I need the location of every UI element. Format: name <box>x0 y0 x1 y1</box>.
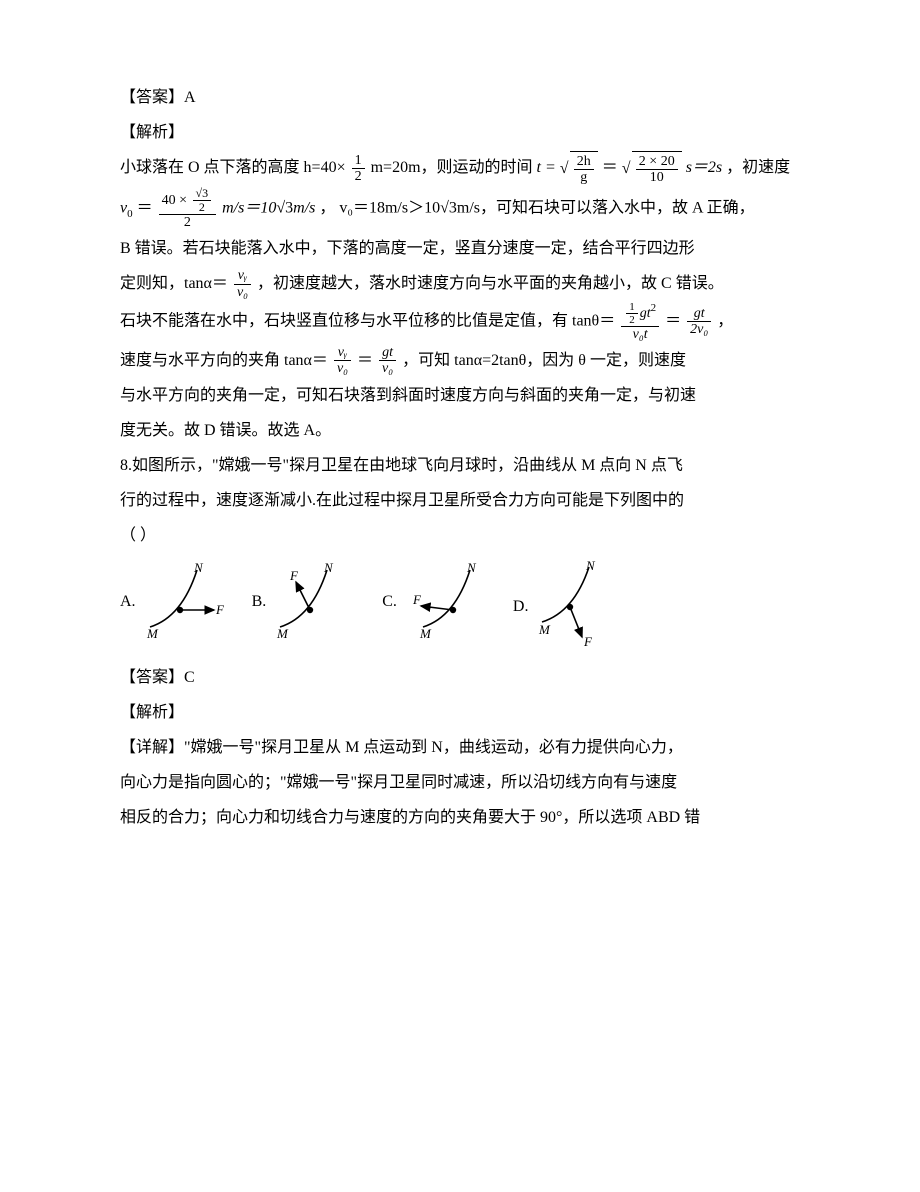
fraction-tan-theta: 12gt2 v₀t <box>621 301 659 343</box>
sol7-line5: 石块不能落在水中，石块竖直位移与水平位移的比值是定值，有 tanθ＝ 12gt2… <box>120 301 800 343</box>
time-eq-lhs: t = <box>537 159 556 176</box>
q8-stem-3: （ ） <box>120 518 800 553</box>
text-fragment: ，可知 tanα=2tanθ，因为 θ 一定，则速度 <box>402 352 686 369</box>
svg-text:F: F <box>289 568 299 583</box>
option-label-d: D. <box>513 589 529 624</box>
diagram-b-icon: M N F <box>272 562 362 642</box>
q8-detail-2: 向心力是指向圆心的；"嫦娥一号"探月卫星同时减速，所以沿切线方向有与速度 <box>120 765 800 800</box>
compare-text: v₀＝18m/s＞10√3m/s，可知石块可以落入水中，故 A 正确， <box>339 199 754 216</box>
option-label-b: B. <box>252 584 267 619</box>
svg-text:F: F <box>215 602 225 617</box>
svg-text:M: M <box>419 626 432 641</box>
sol7-line1: 小球落在 O 点下落的高度 h=40× 1 2 m=20m，则运动的时间 t =… <box>120 150 800 186</box>
q8-detail-3: 相反的合力；向心力和切线合力与速度的方向的夹角要大于 90°，所以选项 ABD … <box>120 800 800 835</box>
svg-text:M: M <box>276 626 289 641</box>
text-fragment: ，初速度越大，落水时速度方向与水平面的夹角越小，故 C 错误。 <box>257 275 724 292</box>
diagram-a-icon: M N F <box>142 562 232 642</box>
q8-option-d: D. M N F <box>513 562 625 652</box>
text-fragment: 石块不能落在水中，石块竖直位移与水平位移的比值是定值，有 tanθ＝ <box>120 312 615 329</box>
fraction-tan-a2: gt v₀ <box>379 345 396 377</box>
svg-text:M: M <box>146 626 159 641</box>
fraction-gt-2v0: gt 2v₀ <box>687 306 711 338</box>
text-fragment: 定则知，tanα＝ <box>120 275 228 292</box>
fraction-tan-a1: vᵧ v₀ <box>334 345 351 377</box>
svg-text:N: N <box>585 558 596 573</box>
sqrt-2h-g: 2h g <box>560 151 598 187</box>
q8-option-row: A. M N F B. <box>120 562 800 652</box>
sol7-line7: 与水平方向的夹角一定，可知石块落到斜面时速度方向与斜面的夹角一定，与初速 <box>120 378 800 413</box>
q8-option-c: C. M N F <box>382 562 493 642</box>
time-eq-rhs: s＝2s <box>686 159 722 176</box>
sol7-line6: 速度与水平方向的夹角 tanα＝ vᵧ v₀ ＝ gt v₀ ，可知 tanα=… <box>120 343 800 378</box>
sol7-line2: v0 ＝ 40 × √3 2 2 m/s＝10√3m/s ， v₀＝18m/s＞… <box>120 187 800 231</box>
q8-stem-2: 行的过程中，速度逐渐减小.在此过程中探月卫星所受合力方向可能是下列图中的 <box>120 483 800 518</box>
fraction-vy-v0: vᵧ v₀ <box>234 268 251 300</box>
q8-option-a: A. M N F <box>120 562 232 642</box>
q8-option-b: B. M N F <box>252 562 363 642</box>
page: 【答案】A 【解析】 小球落在 O 点下落的高度 h=40× 1 2 m=20m… <box>0 0 920 1192</box>
sol7-line8: 度无关。故 D 错误。故选 A。 <box>120 413 800 448</box>
svg-text:F: F <box>583 634 593 649</box>
diagram-c-icon: M N F <box>403 562 493 642</box>
fraction-half: 1 2 <box>352 153 365 185</box>
q8-stem-1: 8.如图所示，"嫦娥一号"探月卫星在由地球飞向月球时，沿曲线从 M 点向 N 点… <box>120 448 800 483</box>
svg-text:N: N <box>466 560 477 575</box>
option-label-a: A. <box>120 584 136 619</box>
svg-text:N: N <box>323 560 334 575</box>
q8-detail-1: 【详解】"嫦娥一号"探月卫星从 M 点运动到 N，曲线运动，必有力提供向心力， <box>120 730 800 765</box>
svg-text:F: F <box>412 592 422 607</box>
answer-label-7: 【答案】A <box>120 80 800 115</box>
sol7-line3: B 错误。若石块能落入水中，下落的高度一定，竖直分速度一定，结合平行四边形 <box>120 231 800 266</box>
answer-label-8: 【答案】C <box>120 660 800 695</box>
big-fraction-v0: 40 × √3 2 2 <box>159 187 217 231</box>
option-label-c: C. <box>382 584 397 619</box>
text-fragment: ，初速度 <box>726 159 790 176</box>
units: m/s＝10 <box>222 199 276 216</box>
text-fragment: m=20m，则运动的时间 <box>371 159 533 176</box>
text-fragment: 速度与水平方向的夹角 tanα＝ <box>120 352 328 369</box>
diagram-d-icon: M N F <box>534 562 624 652</box>
text-fragment: 小球落在 O 点下落的高度 h=40× <box>120 159 346 176</box>
svg-text:M: M <box>538 622 551 637</box>
analysis-label-8: 【解析】 <box>120 695 800 730</box>
sqrt-numeric: 2 × 20 10 <box>622 151 682 187</box>
analysis-label-7: 【解析】 <box>120 115 800 150</box>
svg-text:N: N <box>193 560 204 575</box>
sol7-line4: 定则知，tanα＝ vᵧ v₀ ，初速度越大，落水时速度方向与水平面的夹角越小，… <box>120 266 800 301</box>
